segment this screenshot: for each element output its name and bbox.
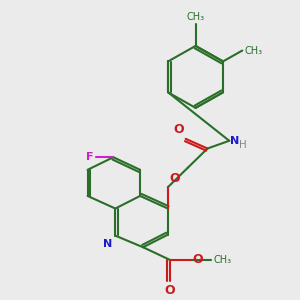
Text: N: N xyxy=(103,238,112,248)
Text: H: H xyxy=(239,140,247,150)
Text: F: F xyxy=(86,152,94,162)
Text: O: O xyxy=(193,253,203,266)
Text: N: N xyxy=(230,136,239,146)
Text: O: O xyxy=(170,172,180,185)
Text: O: O xyxy=(173,123,184,136)
Text: CH₃: CH₃ xyxy=(187,12,205,22)
Text: O: O xyxy=(164,284,175,297)
Text: CH₃: CH₃ xyxy=(244,46,262,56)
Text: CH₃: CH₃ xyxy=(213,255,232,265)
